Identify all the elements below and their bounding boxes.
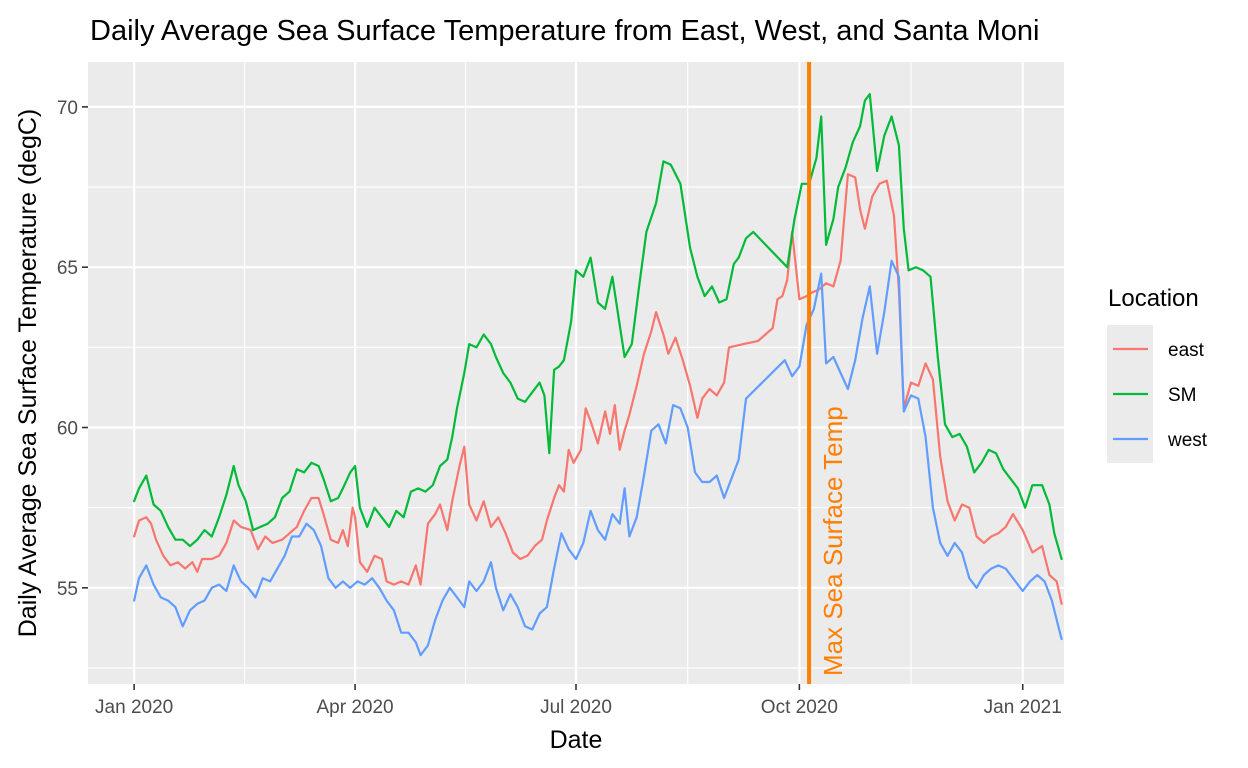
legend-label-west: west — [1167, 430, 1208, 451]
y-tick-label: 55 — [57, 579, 78, 600]
legend-label-east: east — [1168, 340, 1205, 361]
y-tick-label: 60 — [57, 419, 78, 440]
series-line-west — [133, 259, 1063, 657]
legend-label-sm: SM — [1168, 385, 1197, 406]
y-axis: 55 60 65 70 — [57, 98, 88, 600]
series-line-east — [133, 173, 1063, 605]
legend-title: Location — [1108, 285, 1199, 312]
y-tick-label: 70 — [57, 98, 78, 119]
x-tick-label: Jul 2020 — [540, 697, 612, 718]
x-tick-label: Oct 2020 — [761, 697, 838, 718]
x-tick-label: Apr 2020 — [317, 697, 394, 718]
max-temp-label: Max Sea Surface Temp — [818, 406, 848, 676]
x-axis-title: Date — [550, 726, 603, 754]
series-lines — [133, 93, 1063, 657]
legend-items: east SM west — [1107, 325, 1208, 463]
y-tick-label: 65 — [57, 258, 78, 279]
y-axis-title: Daily Average Sea Surface Temperature (d… — [14, 109, 42, 638]
x-tick-label: Jan 2021 — [984, 697, 1062, 718]
annotation: Max Sea Surface Temp — [807, 62, 848, 684]
x-tick-label: Jan 2020 — [95, 697, 173, 718]
series-line-sm — [133, 93, 1063, 561]
chart-title: Daily Average Sea Surface Temperature fr… — [90, 15, 1039, 47]
x-axis: Jan 2020 Apr 2020 Jul 2020 Oct 2020 Jan 2021 — [95, 684, 1062, 718]
legend: Location east SM west — [1107, 285, 1208, 463]
major-gridlines — [88, 62, 1064, 684]
